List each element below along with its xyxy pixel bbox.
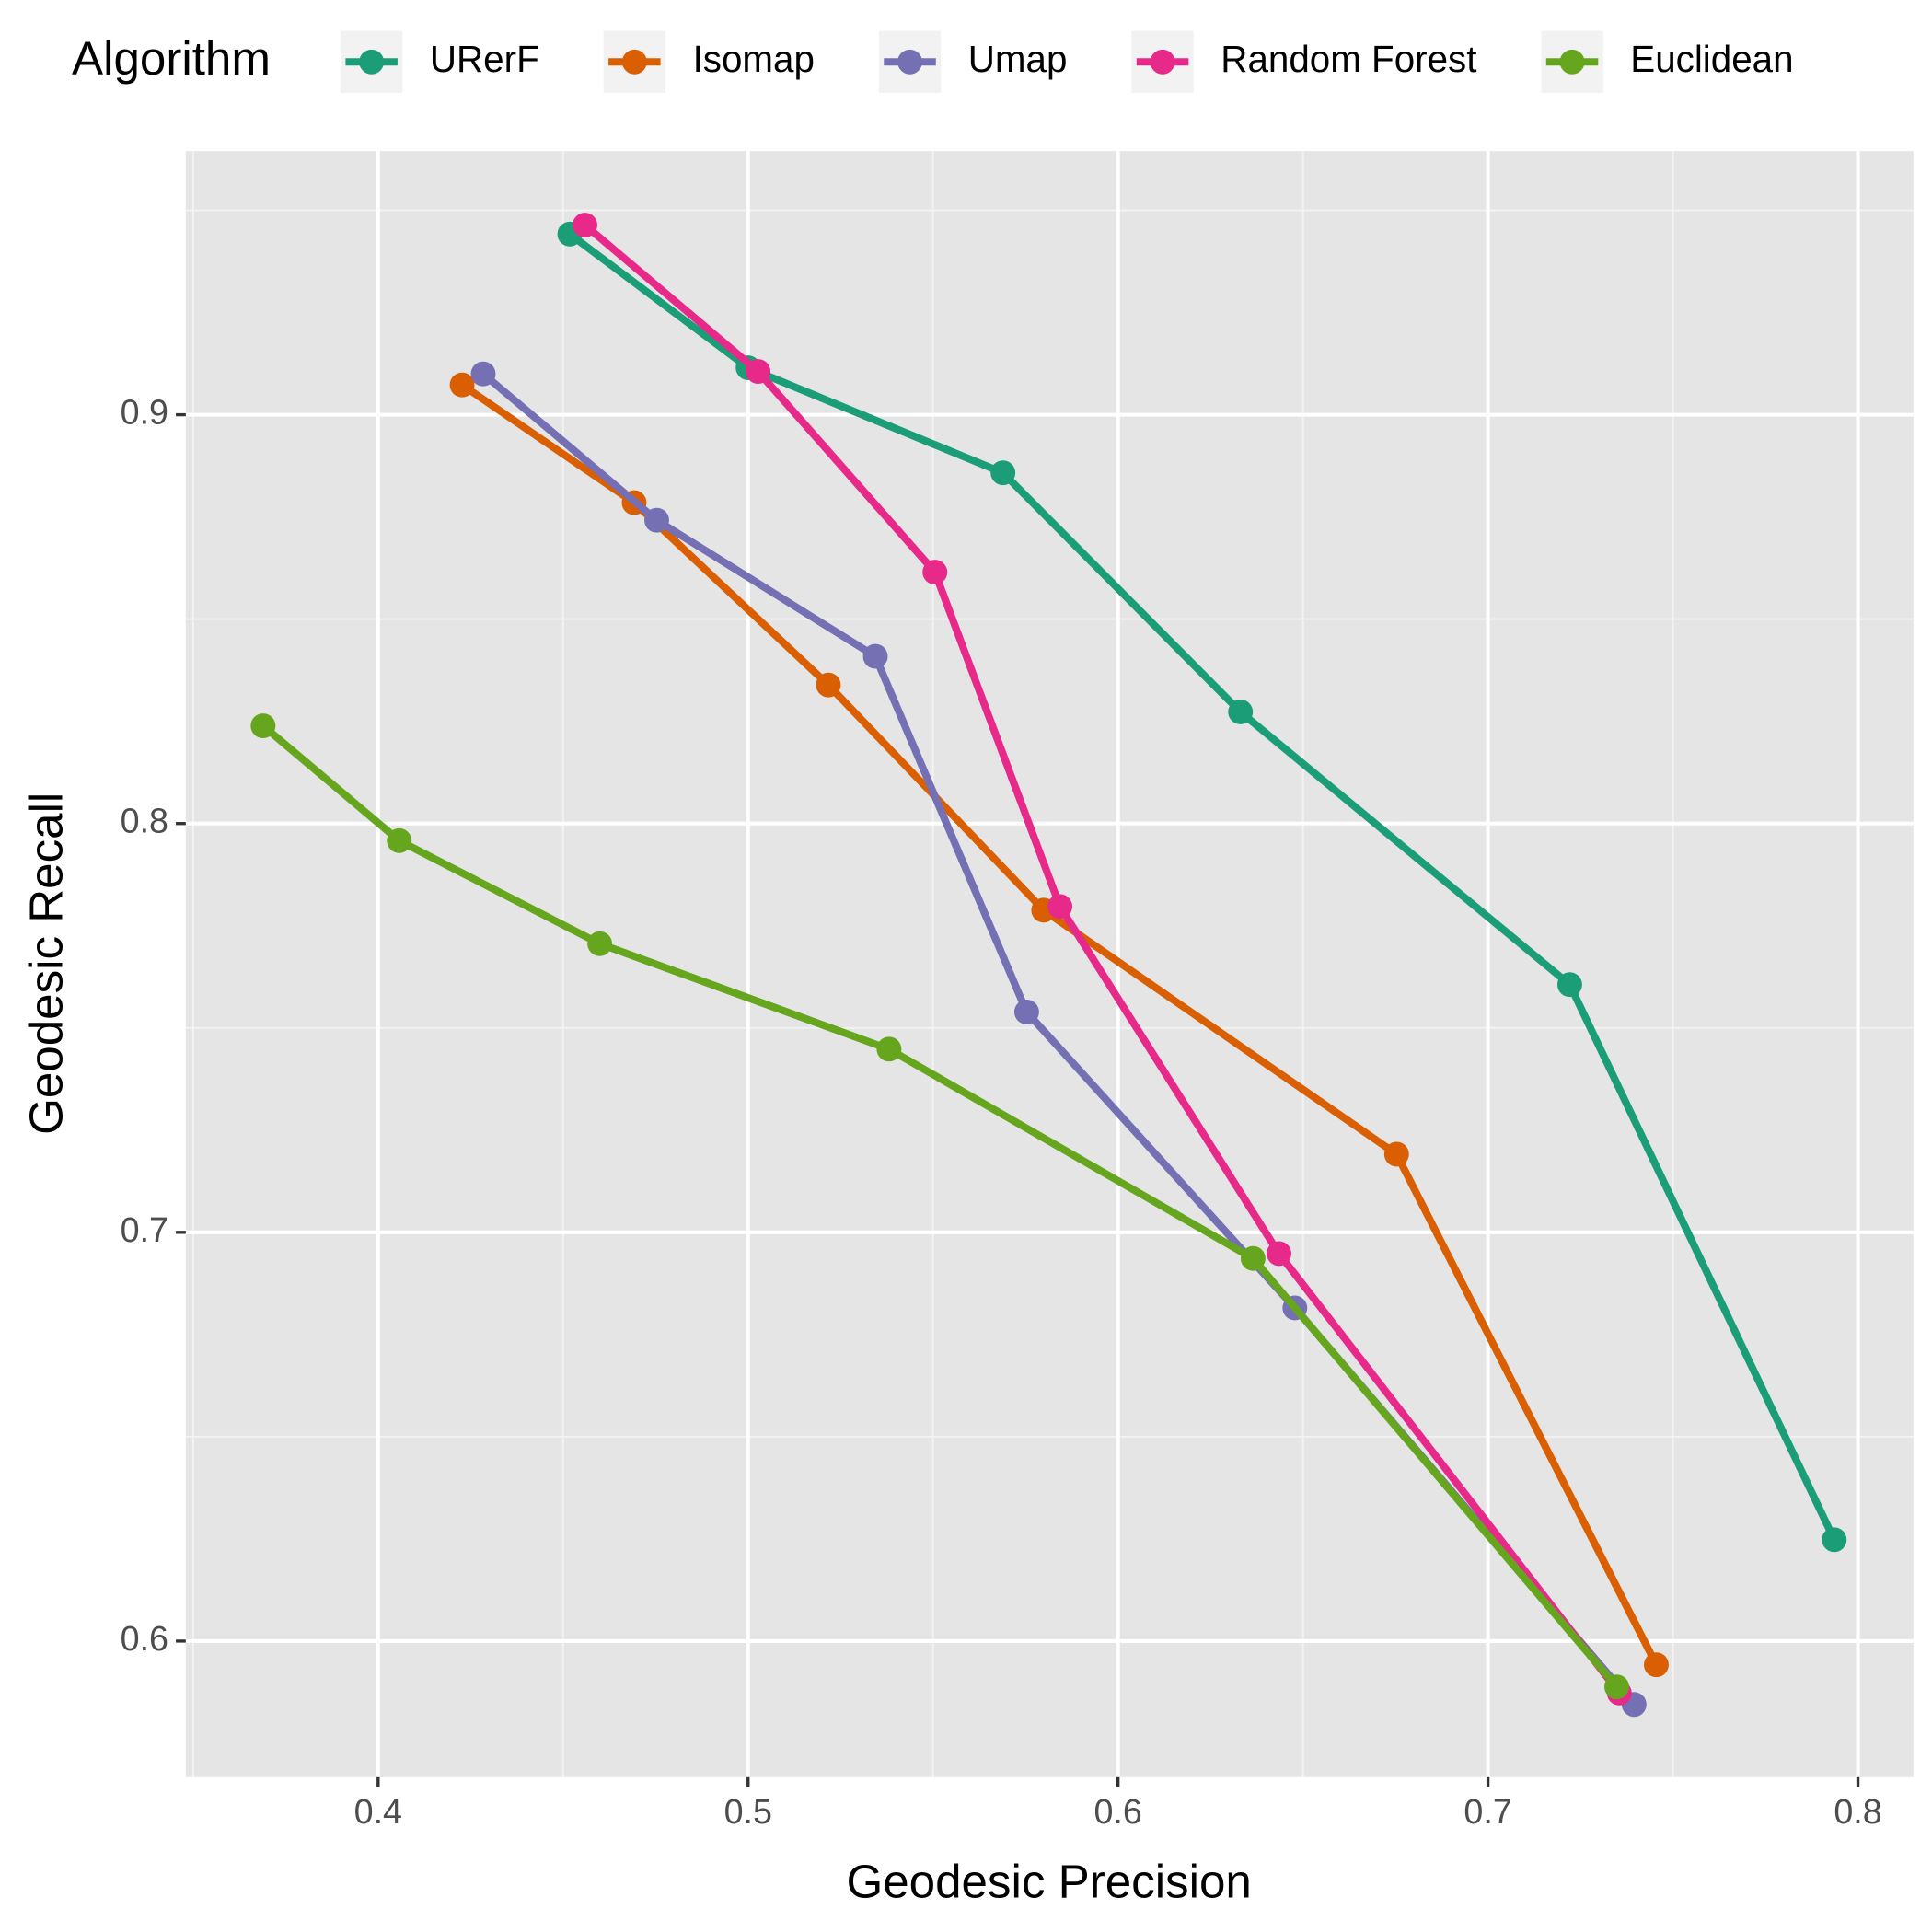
- legend-item: Umap: [878, 30, 1068, 93]
- y-tick-label: 0.8: [121, 802, 168, 840]
- legend-item: Random Forest: [1131, 30, 1476, 93]
- data-point: [1240, 1245, 1266, 1271]
- x-tick-label: 0.4: [354, 1792, 402, 1831]
- legend-key-point: [1150, 49, 1175, 75]
- legend-label: Isomap: [693, 38, 815, 80]
- x-tick-label: 0.5: [724, 1792, 772, 1831]
- series-line: [582, 222, 1623, 1695]
- data-point: [816, 672, 841, 698]
- data-point: [250, 713, 276, 739]
- data-point: [449, 372, 475, 398]
- legend-label: URerF: [430, 38, 539, 80]
- legend-label: Euclidean: [1630, 38, 1793, 80]
- data-point: [1556, 972, 1582, 998]
- data-point: [587, 931, 613, 956]
- data-point: [922, 560, 948, 585]
- legend-key-point: [897, 49, 922, 75]
- data-point: [387, 827, 412, 853]
- data-point: [1267, 1241, 1291, 1267]
- legend-item: URerF: [341, 30, 539, 93]
- plot-panel: [185, 151, 1914, 1777]
- series-line: [567, 231, 1838, 1542]
- data-point: [876, 1036, 902, 1062]
- data-point: [644, 507, 669, 533]
- y-axis-title: Geodesic Recall: [19, 792, 72, 1135]
- data-point: [1644, 1652, 1669, 1678]
- data-point: [1228, 700, 1254, 724]
- legend-key-point: [1559, 49, 1585, 75]
- data-point: [470, 361, 496, 387]
- legend-key-point: [359, 49, 385, 75]
- y-tick-label: 0.6: [121, 1619, 168, 1658]
- x-tick-label: 0.6: [1093, 1792, 1141, 1831]
- y-tick-label: 0.7: [121, 1210, 168, 1249]
- legend-label: Umap: [968, 38, 1068, 80]
- legend-key-point: [621, 49, 647, 75]
- x-tick-label: 0.8: [1834, 1792, 1881, 1831]
- x-axis-title: Geodesic Precision: [846, 1855, 1251, 1907]
- x-tick-label: 0.7: [1463, 1792, 1511, 1831]
- data-point: [990, 460, 1016, 486]
- y-tick-label: 0.9: [121, 393, 168, 432]
- data-point: [1604, 1674, 1629, 1700]
- data-point: [1013, 999, 1039, 1024]
- data-point: [1822, 1527, 1847, 1553]
- data-point: [862, 643, 888, 669]
- legend-item: Isomap: [603, 30, 815, 93]
- data-point: [1047, 894, 1073, 920]
- series-line: [260, 723, 1620, 1690]
- legend-item: Euclidean: [1541, 30, 1794, 93]
- data-point: [1383, 1141, 1409, 1167]
- data-point: [746, 359, 771, 384]
- data-point: [573, 213, 597, 237]
- legend-label: Random Forest: [1221, 38, 1476, 80]
- legend-title: Algorithm: [72, 32, 271, 85]
